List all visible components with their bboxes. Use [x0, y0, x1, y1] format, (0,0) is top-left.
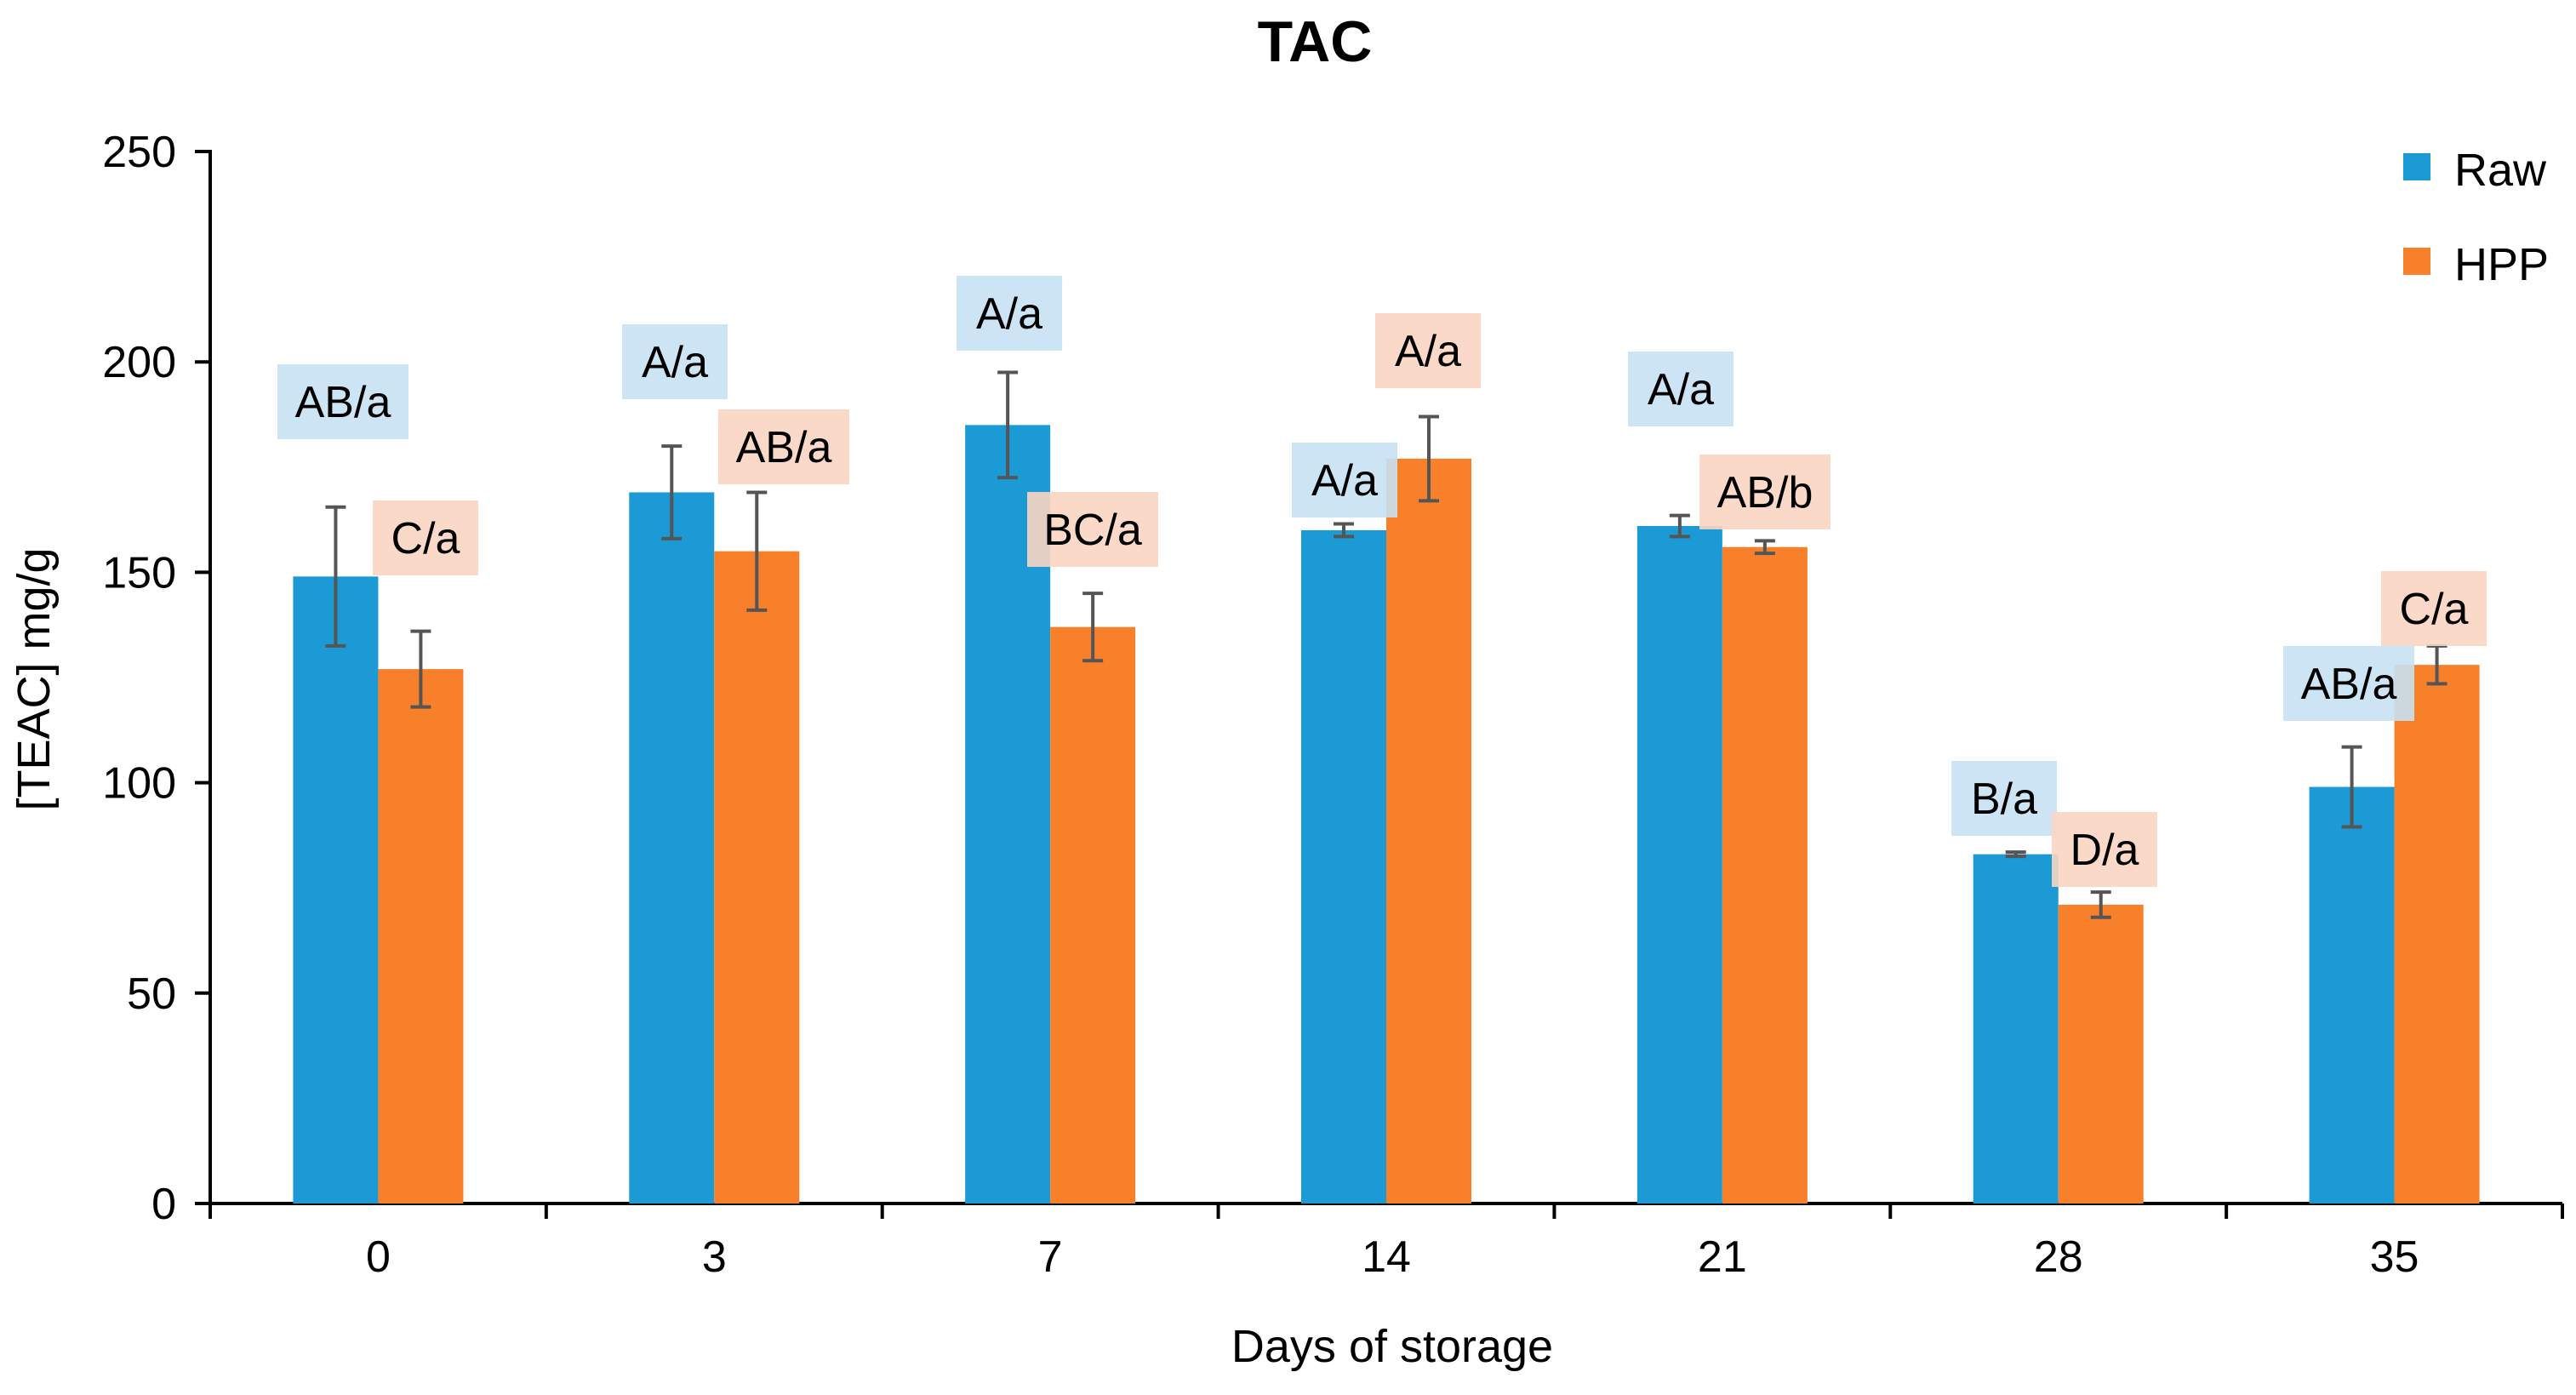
bar-annotation-hpp: BC/a	[1027, 492, 1158, 567]
legend-label-raw: Raw	[2454, 145, 2547, 196]
annotation-box	[718, 409, 849, 484]
bar-hpp	[714, 551, 800, 1203]
annotation-box	[1292, 443, 1397, 517]
annotation-box	[1375, 313, 1481, 388]
annotation-label: A/a	[642, 338, 708, 387]
annotation-label: A/a	[976, 289, 1042, 339]
bar-annotation-hpp: C/a	[2381, 571, 2487, 646]
annotation-label: B/a	[1971, 775, 2037, 824]
bar-raw	[629, 492, 715, 1203]
bar-raw	[293, 576, 379, 1203]
x-tick-label: 21	[1698, 1232, 1747, 1282]
annotation-box	[1699, 455, 1831, 529]
bar-annotation-hpp: AB/b	[1699, 455, 1831, 529]
annotation-box	[373, 500, 478, 575]
bar-annotation-raw: A/a	[957, 276, 1062, 351]
bar-annotation-raw: A/a	[1292, 443, 1397, 517]
annotation-label: BC/a	[1043, 506, 1142, 555]
annotation-box	[957, 276, 1062, 351]
annotation-box	[1628, 352, 1734, 426]
annotation-label: A/a	[1395, 327, 1461, 376]
x-tick-label: 0	[366, 1232, 391, 1282]
y-tick-label: 0	[151, 1180, 176, 1229]
bar-raw	[1636, 526, 1722, 1203]
annotation-label: C/a	[2400, 585, 2469, 634]
bar-annotation-raw: B/a	[1951, 761, 2057, 836]
bar-raw	[2309, 786, 2395, 1203]
plot-area: 0 50 100 150 200 250 0 3 7 14 21 28 35 AB/a A/a A/a A/a A…	[102, 128, 2564, 1282]
x-tick-label: 3	[702, 1232, 727, 1282]
annotation-box	[2052, 812, 2157, 887]
x-tick-label: 7	[1038, 1232, 1063, 1282]
bar-annotation-raw: AB/a	[277, 364, 408, 439]
annotation-label: AB/a	[2301, 660, 2397, 709]
y-tick-label: 200	[102, 338, 176, 387]
bar-annotation-hpp: C/a	[373, 500, 478, 575]
bar-hpp	[1722, 546, 1808, 1203]
y-tick-label: 50	[127, 969, 176, 1019]
legend: Raw HPP	[2403, 145, 2549, 290]
annotation-box	[1951, 761, 2057, 836]
y-tick-label: 150	[102, 548, 176, 597]
annotation-label: AB/a	[295, 378, 391, 427]
annotation-label: AB/b	[1717, 468, 1813, 517]
bar-annotation-raw: A/a	[1628, 352, 1734, 426]
bar-hpp	[1386, 458, 1471, 1203]
annotation-label: AB/a	[736, 423, 832, 472]
annotation-box	[1027, 492, 1158, 567]
chart-title: TAC	[1258, 9, 1373, 74]
annotation-label: A/a	[1648, 365, 1714, 414]
bar-annotation-hpp: A/a	[1375, 313, 1481, 388]
x-tick-label: 28	[2034, 1232, 2083, 1282]
legend-swatch-hpp	[2403, 248, 2430, 275]
legend-swatch-raw	[2403, 153, 2430, 180]
annotation-label: C/a	[391, 514, 460, 563]
bar-hpp	[2394, 665, 2480, 1203]
annotation-box	[2283, 646, 2414, 721]
bar-annotation-hpp: D/a	[2052, 812, 2157, 887]
y-tick-label: 250	[102, 128, 176, 177]
annotation-label: A/a	[1311, 456, 1378, 506]
y-axis-label: [TEAC] mg/g	[9, 547, 60, 810]
annotation-label: D/a	[2071, 826, 2139, 875]
bar-annotation-hpp: AB/a	[718, 409, 849, 484]
x-tick-label: 35	[2370, 1232, 2419, 1282]
bar-hpp	[378, 669, 464, 1203]
bar-raw	[1973, 854, 2059, 1203]
bar-raw	[1301, 529, 1386, 1203]
bar-hpp	[2058, 904, 2144, 1203]
annotation-box	[622, 324, 728, 399]
x-axis-label: Days of storage	[1231, 1321, 1553, 1372]
annotation-box	[2381, 571, 2487, 646]
y-tick-label: 100	[102, 759, 176, 809]
x-tick-label: 14	[1362, 1232, 1411, 1282]
annotation-box	[277, 364, 408, 439]
bar-annotation-raw: A/a	[622, 324, 728, 399]
bar-hpp	[1050, 626, 1136, 1203]
legend-label-hpp: HPP	[2454, 239, 2549, 290]
bar-annotation-raw: AB/a	[2283, 646, 2414, 721]
